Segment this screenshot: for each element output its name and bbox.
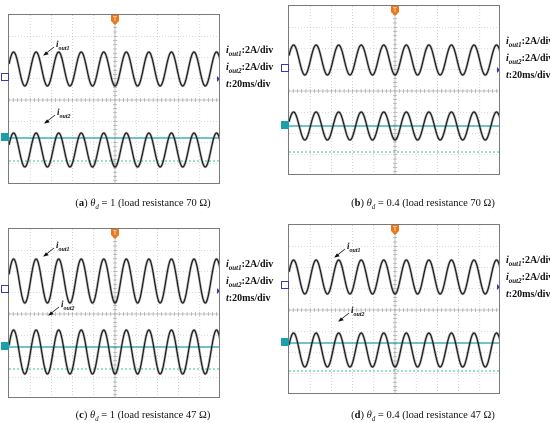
- label-iout1-arrow-icon: [43, 46, 55, 56]
- trace-iout2: [9, 328, 219, 376]
- trace-iout1: [9, 50, 219, 88]
- scope-center-axes: [9, 15, 219, 183]
- trigger-marker-icon: [391, 225, 399, 235]
- oscilloscope-traces: T: [9, 229, 219, 397]
- scale-annotation: iout1:2A/div iout2:2A/div t:20ms/div: [226, 258, 273, 305]
- scope-screen: T: [288, 5, 500, 175]
- trigger-marker-icon: [111, 15, 119, 25]
- panel-caption: (b) θd = 0.4 (load resistance 70 Ω): [351, 198, 495, 212]
- trace-iout1: [289, 258, 499, 296]
- ch1-marker: [281, 64, 289, 72]
- label-iout1-arrow-icon: [43, 247, 55, 257]
- trace-iout2: [289, 331, 499, 369]
- ch1-marker: [281, 281, 289, 289]
- label-iout1: iout1: [56, 240, 70, 253]
- panel-caption: (d) θd = 0.4 (load resistance 47 Ω): [351, 410, 495, 423]
- scale-line: iout2:2A/div: [226, 62, 274, 75]
- scale-annotation: iout1:2A/div iout2:2A/div t:20ms/div: [506, 35, 550, 82]
- trigger-marker-icon: [111, 229, 119, 239]
- scale-line: t:20ms/div: [226, 79, 271, 90]
- label-iout2: iout2: [351, 305, 365, 318]
- scale-line: t:20ms/div: [506, 289, 550, 300]
- trigger-label: T: [112, 16, 117, 23]
- ch2-marker: [281, 338, 289, 346]
- label-iout1: iout1: [56, 39, 70, 52]
- scale-line: t:20ms/div: [226, 293, 271, 304]
- scale-line: iout1:2A/div: [506, 36, 550, 49]
- scale-line: iout1:2A/div: [226, 259, 274, 272]
- label-iout2-arrow-icon: [338, 312, 350, 322]
- trigger-level-icon: [497, 284, 499, 290]
- ch1-marker: [1, 285, 9, 293]
- label-iout2: iout2: [61, 299, 75, 312]
- trace-iout2: [9, 131, 219, 169]
- scale-annotation: iout1:2A/div iout2:2A/div t:20ms/div: [506, 254, 550, 301]
- label-iout2-arrow-icon: [48, 306, 60, 316]
- trigger-marker-icon: [391, 6, 399, 16]
- trace-iout2: [289, 110, 499, 142]
- ch2-marker: [1, 342, 9, 350]
- trigger-level-icon: [217, 76, 219, 82]
- label-iout1: iout1: [347, 241, 361, 254]
- scale-line: iout2:2A/div: [506, 272, 550, 285]
- oscilloscope-traces: T: [289, 225, 499, 393]
- ch2-marker: [281, 121, 289, 129]
- scope-center-axes: [289, 225, 499, 393]
- scale-line: iout2:2A/div: [506, 53, 550, 66]
- scale-line: t:20ms/div: [506, 70, 550, 81]
- trigger-level-icon: [497, 67, 499, 73]
- trigger-label: T: [112, 230, 117, 237]
- ch1-marker: [1, 73, 9, 81]
- scale-line: iout2:2A/div: [226, 276, 274, 289]
- oscilloscope-traces: T: [9, 15, 219, 183]
- trace-iout1: [9, 257, 219, 305]
- trace-iout1: [289, 43, 499, 77]
- scale-annotation: iout1:2A/div iout2:2A/div t:20ms/div: [226, 44, 273, 91]
- scale-line: iout1:2A/div: [506, 255, 550, 268]
- ch2-marker: [1, 133, 9, 141]
- oscilloscope-traces: T: [289, 6, 499, 174]
- panel-caption: (c) θd = 1 (load resistance 47 Ω): [75, 410, 211, 423]
- label-iout2: iout2: [57, 107, 71, 120]
- scope-center-axes: [289, 6, 499, 174]
- label-iout2-arrow-icon: [44, 114, 56, 124]
- trigger-label: T: [392, 7, 397, 14]
- label-iout1-arrow-icon: [334, 248, 346, 258]
- trigger-level-icon: [217, 288, 219, 294]
- scale-line: iout1:2A/div: [226, 45, 274, 58]
- panel-caption: (a) θd = 1 (load resistance 70 Ω): [75, 198, 211, 212]
- trigger-label: T: [392, 226, 397, 233]
